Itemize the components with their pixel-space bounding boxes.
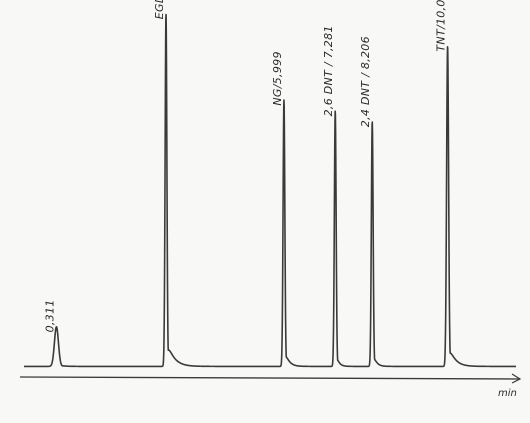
peak-label-4: 2,6 DNT / 7,281 (322, 25, 335, 116)
time-axis-arrow-icon (511, 373, 522, 384)
chromatogram-trace (23, 13, 517, 368)
peak-label-3: NG/5,999 (271, 51, 284, 105)
axis-layer: min (19, 373, 522, 399)
time-axis-unit-label: min (498, 388, 517, 399)
peak-label-5: 2,4 DNT / 8,206 (359, 36, 372, 127)
label-layer: 0,311 EGDN/ 3,050 NG/5,999 2,6 DNT / 7,281 2… (43, 0, 447, 332)
peak-label-6: TNT/10,090 (435, 0, 448, 52)
peak-label-1: 0,311 (43, 299, 56, 332)
trace-layer (23, 13, 517, 368)
time-axis-line (19, 376, 521, 380)
peak-label-2: EGDN/ 3,050 (153, 0, 166, 19)
